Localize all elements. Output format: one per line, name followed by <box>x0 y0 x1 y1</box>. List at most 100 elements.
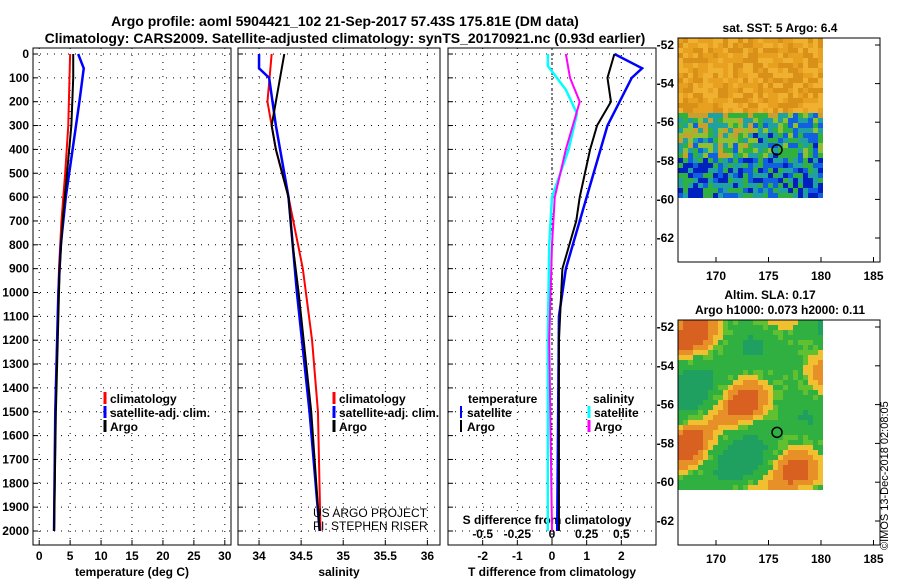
plot-frame <box>32 47 232 546</box>
map-cell <box>738 118 743 123</box>
map-cell <box>813 183 818 188</box>
map-cell <box>788 153 793 158</box>
map-cell <box>773 38 778 43</box>
map-cell <box>743 445 748 450</box>
y-tick-label: 1800 <box>2 476 29 490</box>
map-cell <box>728 143 733 148</box>
map-cell <box>683 330 688 335</box>
map-cell <box>703 415 708 420</box>
map-cell <box>698 68 703 73</box>
lon-tick-label: 185 <box>863 269 883 283</box>
map-cell <box>778 138 783 143</box>
map-cell <box>818 123 823 128</box>
map-cell <box>768 480 773 485</box>
map-cell <box>683 168 688 173</box>
map-cell <box>783 108 788 113</box>
map-cell <box>793 193 798 198</box>
map-cell <box>693 355 698 360</box>
map-cell <box>798 440 803 445</box>
map-cell <box>683 390 688 395</box>
map-cell <box>733 163 738 168</box>
map-cell <box>723 425 728 430</box>
map-cell <box>763 98 768 103</box>
map-cell <box>713 470 718 475</box>
map-cell <box>733 68 738 73</box>
map-cell <box>723 128 728 133</box>
map-cell <box>688 93 693 98</box>
map-cell <box>788 375 793 380</box>
map-cell <box>768 355 773 360</box>
map-cell <box>763 450 768 455</box>
map-cell <box>783 43 788 48</box>
map-cell <box>798 410 803 415</box>
map-cell <box>813 425 818 430</box>
map-cell <box>778 425 783 430</box>
map-cell <box>818 480 823 485</box>
map-cell <box>753 83 758 88</box>
map-cell <box>723 188 728 193</box>
map-cell <box>733 370 738 375</box>
map-cell <box>808 188 813 193</box>
map-cell <box>693 455 698 460</box>
map-cell <box>773 345 778 350</box>
map-cell <box>753 350 758 355</box>
map-cell <box>793 395 798 400</box>
map-cell <box>693 113 698 118</box>
plot-frame <box>237 47 441 546</box>
map-cell <box>688 38 693 43</box>
map-cell <box>798 380 803 385</box>
map-cell <box>788 350 793 355</box>
y-tick-label: 1900 <box>2 500 29 514</box>
map-cell <box>698 485 703 490</box>
map-cell <box>738 340 743 345</box>
map-cell <box>818 465 823 470</box>
map-cell <box>743 475 748 480</box>
map-cell <box>703 475 708 480</box>
map-cell <box>733 455 738 460</box>
map-cell <box>708 405 713 410</box>
map-cell <box>793 118 798 123</box>
map-cell <box>758 163 763 168</box>
map-cell <box>768 58 773 63</box>
map-cell <box>798 103 803 108</box>
map-cell <box>758 148 763 153</box>
map-cell <box>728 350 733 355</box>
map-cell <box>753 345 758 350</box>
map-cell <box>728 68 733 73</box>
map-cell <box>718 38 723 43</box>
map-cell <box>773 178 778 183</box>
map-cell <box>793 38 798 43</box>
map-cell <box>718 445 723 450</box>
map-cell <box>713 355 718 360</box>
map-cell <box>688 480 693 485</box>
map-cell <box>808 173 813 178</box>
map-cell <box>708 425 713 430</box>
map-cell <box>678 440 683 445</box>
map-cell <box>678 360 683 365</box>
map-cell <box>808 153 813 158</box>
map-cell <box>798 330 803 335</box>
map-cell <box>693 350 698 355</box>
map-cell <box>788 480 793 485</box>
map-cell <box>723 385 728 390</box>
map-cell <box>778 73 783 78</box>
map-cell <box>728 455 733 460</box>
map-cell <box>703 330 708 335</box>
y-tick-label: 1700 <box>2 452 29 466</box>
map-cell <box>713 405 718 410</box>
map-cell <box>728 93 733 98</box>
map-cell <box>698 405 703 410</box>
map-cell <box>818 183 823 188</box>
map-cell <box>738 88 743 93</box>
map-cell <box>818 365 823 370</box>
map-cell <box>713 163 718 168</box>
map-cell <box>718 415 723 420</box>
map-cell <box>808 405 813 410</box>
map-cell <box>753 465 758 470</box>
map-cell <box>773 335 778 340</box>
map-cell <box>718 485 723 490</box>
map-cell <box>683 460 688 465</box>
map-cell <box>748 485 753 490</box>
x-tick-label: -2 <box>477 549 488 563</box>
map-cell <box>758 485 763 490</box>
